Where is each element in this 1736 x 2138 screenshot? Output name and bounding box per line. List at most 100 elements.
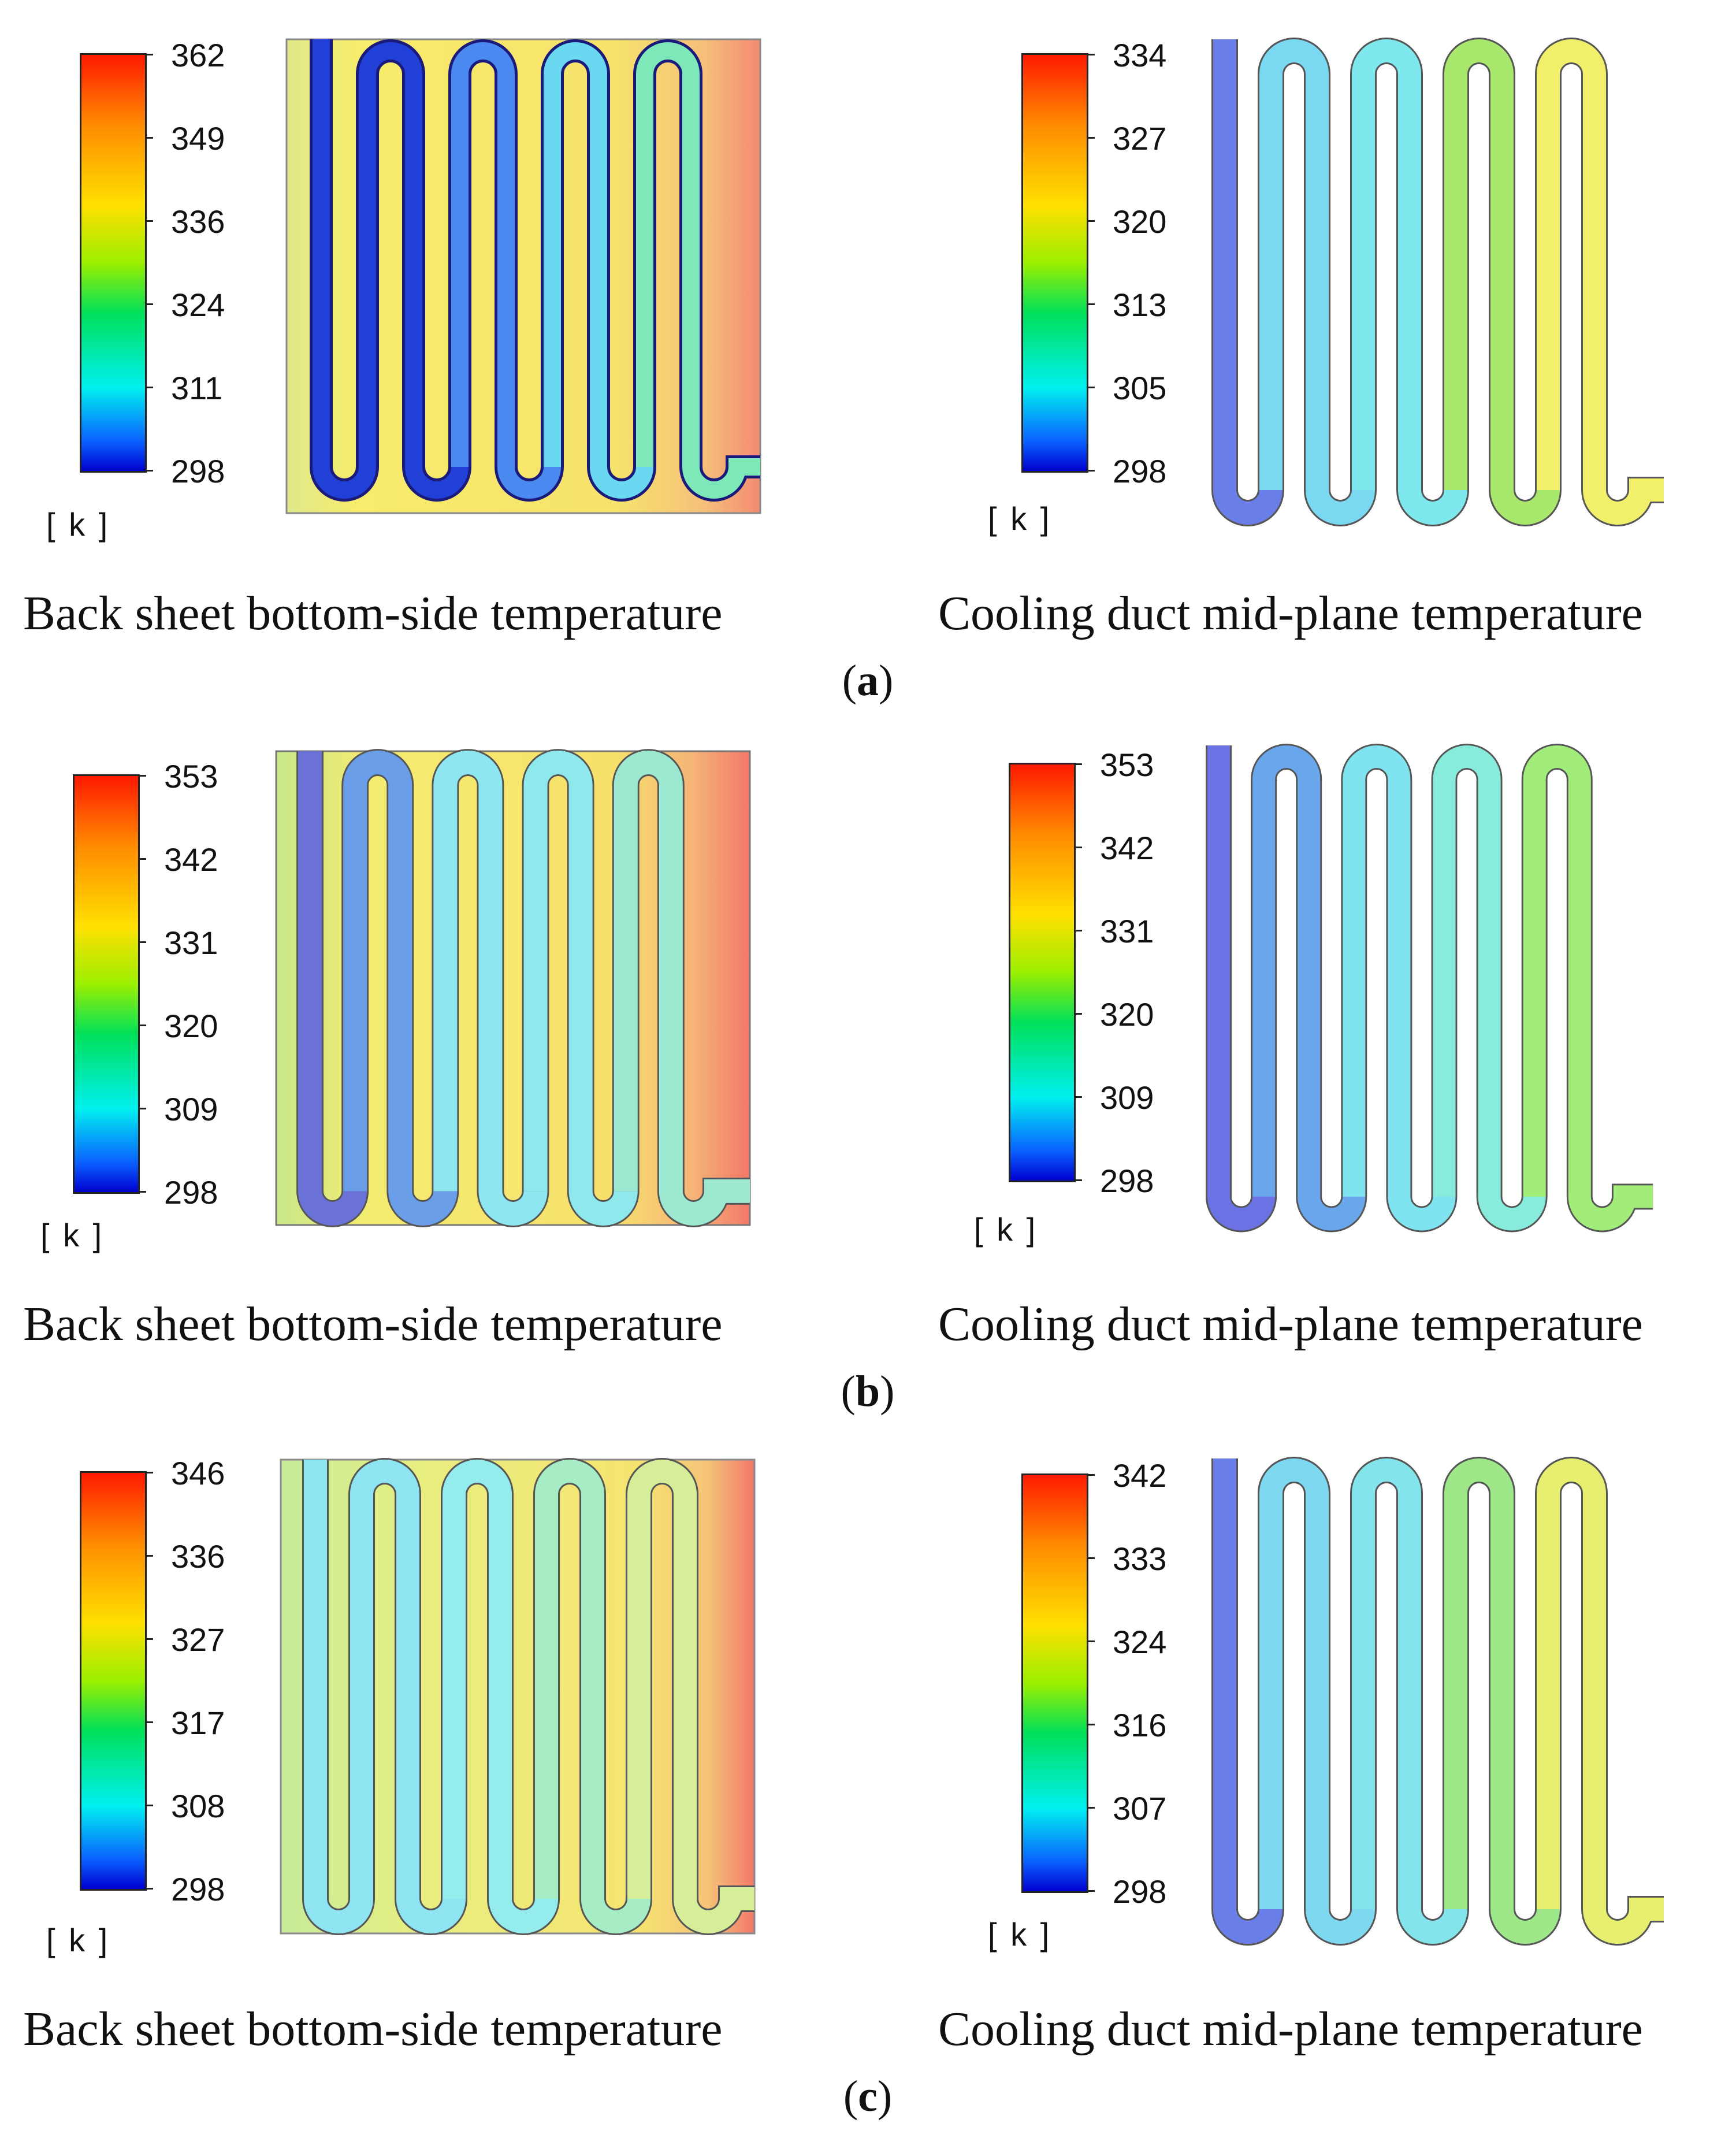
unit-label: [ k ] xyxy=(40,1217,105,1253)
colorbar-tick xyxy=(1087,303,1095,305)
colorbar-tick xyxy=(1074,847,1082,848)
colorbar-label: 353 xyxy=(164,758,218,795)
panel-caption: Back sheet bottom-side temperature xyxy=(23,1297,723,1351)
unit-label: [ k ] xyxy=(46,1922,110,1958)
colorbar xyxy=(73,774,140,1194)
back-sheet-contour-plot xyxy=(275,749,751,1227)
colorbar-label: 342 xyxy=(164,841,218,878)
panel-a-left: 362 349 336 324 311 298 [ k ] Back sheet… xyxy=(0,0,867,638)
colorbar-tick xyxy=(1087,220,1095,222)
colorbar-label: 305 xyxy=(1113,370,1167,406)
colorbar-label: 333 xyxy=(1113,1541,1167,1577)
colorbar-label: 342 xyxy=(1113,1457,1167,1494)
colorbar-tick xyxy=(1087,470,1095,472)
colorbar-label: 334 xyxy=(1113,37,1167,73)
colorbar-tick xyxy=(145,470,153,472)
colorbar-tick xyxy=(145,54,153,55)
colorbar-tick xyxy=(1087,1557,1095,1559)
colorbar-tick xyxy=(1087,1807,1095,1809)
colorbar-label: 349 xyxy=(171,120,225,157)
colorbar-label: 362 xyxy=(171,37,225,73)
panel-a-right: 334 327 320 313 305 298 [ k ] Cooling du… xyxy=(867,0,1733,638)
colorbar-tick xyxy=(138,858,146,860)
colorbar-tick xyxy=(145,1721,153,1723)
colorbar-label: 320 xyxy=(1100,996,1154,1033)
colorbar-tick xyxy=(1074,1013,1082,1015)
colorbar-tick xyxy=(138,1191,146,1193)
colorbar-label: 331 xyxy=(164,925,218,961)
colorbar-label: 313 xyxy=(1113,287,1167,323)
colorbar xyxy=(1009,763,1076,1182)
colorbar-label: 308 xyxy=(171,1788,225,1824)
colorbar-label: 311 xyxy=(171,370,223,406)
colorbar-tick xyxy=(1087,54,1095,55)
colorbar-label: 298 xyxy=(171,1871,225,1907)
colorbar-label: 320 xyxy=(164,1008,218,1044)
colorbar-label: 298 xyxy=(1113,453,1167,489)
unit-label: [ k ] xyxy=(988,1916,1052,1953)
back-sheet-contour-plot xyxy=(285,38,761,514)
panel-c-right: 342 333 324 316 307 298 [ k ] Cooling du… xyxy=(867,1421,1733,2054)
colorbar-tick xyxy=(1074,763,1082,765)
colorbar-tick xyxy=(145,137,153,139)
colorbar-tick xyxy=(138,1025,146,1026)
colorbar-label: 298 xyxy=(164,1174,218,1211)
cooling-duct-contour-plot xyxy=(1211,38,1664,526)
panel-caption: Cooling duct mid-plane temperature xyxy=(938,587,1643,640)
colorbar-label: 324 xyxy=(1113,1624,1167,1660)
colorbar-label: 317 xyxy=(171,1705,225,1741)
colorbar-label: 336 xyxy=(171,203,225,240)
colorbar-tick xyxy=(145,303,153,305)
colorbar-tick xyxy=(138,1108,146,1109)
colorbar-label: 307 xyxy=(1113,1790,1167,1827)
unit-label: [ k ] xyxy=(988,500,1052,537)
colorbar-tick xyxy=(1074,930,1082,931)
colorbar-tick xyxy=(1087,387,1095,388)
unit-label: [ k ] xyxy=(974,1211,1038,1248)
back-sheet-contour-plot xyxy=(280,1458,756,1935)
panel-caption: Cooling duct mid-plane temperature xyxy=(938,2002,1643,2056)
colorbar-label: 346 xyxy=(171,1455,225,1491)
colorbar-label: 309 xyxy=(164,1091,218,1127)
colorbar-tick xyxy=(145,1555,153,1557)
colorbar xyxy=(1021,1473,1088,1893)
colorbar-label: 309 xyxy=(1100,1079,1154,1116)
colorbar-tick xyxy=(145,1888,153,1890)
cooling-duct-contour-plot xyxy=(1206,744,1653,1233)
colorbar-tick xyxy=(1087,1890,1095,1892)
colorbar-tick xyxy=(145,1638,153,1640)
colorbar-tick xyxy=(1087,137,1095,139)
colorbar-tick xyxy=(1087,1724,1095,1725)
subfigure-label: (a) xyxy=(842,656,894,705)
panel-b-left: 353 342 331 320 309 298 [ k ] Back sheet… xyxy=(0,711,867,1349)
subfigure-label: (b) xyxy=(841,1367,895,1416)
colorbar-tick xyxy=(145,220,153,222)
colorbar xyxy=(80,1471,147,1891)
colorbar xyxy=(80,53,147,473)
colorbar-tick xyxy=(145,1472,153,1473)
colorbar-tick xyxy=(1087,1474,1095,1476)
colorbar-label: 298 xyxy=(171,453,225,489)
colorbar-tick xyxy=(145,387,153,388)
colorbar xyxy=(1021,53,1088,473)
unit-label: [ k ] xyxy=(46,506,110,543)
panel-caption: Cooling duct mid-plane temperature xyxy=(938,1297,1643,1351)
colorbar-tick xyxy=(1074,1096,1082,1098)
colorbar-label: 298 xyxy=(1100,1163,1154,1199)
colorbar-tick xyxy=(138,775,146,777)
colorbar-label: 327 xyxy=(171,1621,225,1658)
panel-caption: Back sheet bottom-side temperature xyxy=(23,2002,723,2056)
colorbar-label: 327 xyxy=(1113,120,1167,157)
colorbar-tick xyxy=(145,1805,153,1806)
colorbar-label: 324 xyxy=(171,287,225,323)
colorbar-label: 342 xyxy=(1100,830,1154,866)
colorbar-label: 316 xyxy=(1113,1707,1167,1743)
cooling-duct-contour-plot xyxy=(1211,1457,1664,1946)
colorbar-label: 336 xyxy=(171,1538,225,1575)
colorbar-tick xyxy=(138,941,146,943)
panel-b-right: 353 342 331 320 309 298 [ k ] Cooling du… xyxy=(867,711,1733,1349)
panel-caption: Back sheet bottom-side temperature xyxy=(23,587,723,640)
colorbar-tick xyxy=(1087,1640,1095,1642)
panel-c-left: 346 336 327 317 308 298 [ k ] Back sheet… xyxy=(0,1421,867,2054)
colorbar-label: 298 xyxy=(1113,1873,1167,1910)
